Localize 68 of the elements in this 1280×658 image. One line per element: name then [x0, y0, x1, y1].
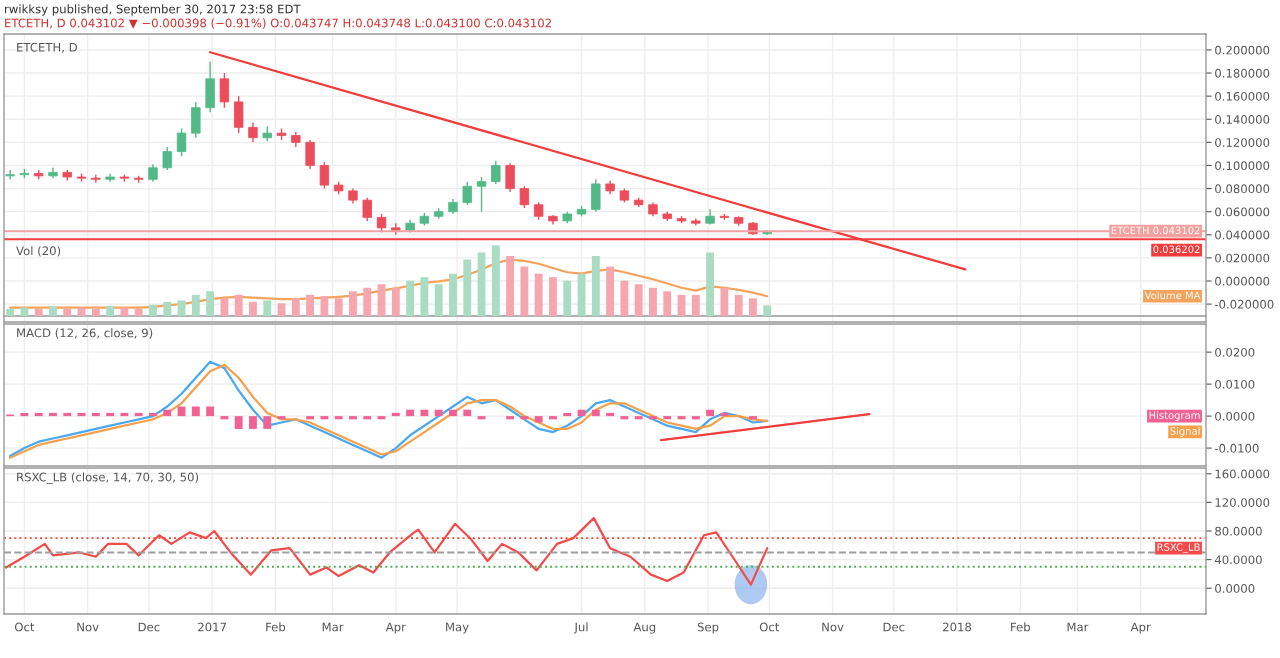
candlestick — [362, 197, 372, 222]
bar — [91, 308, 100, 316]
bar — [491, 245, 500, 316]
bar — [349, 291, 357, 316]
bar — [363, 287, 372, 316]
candlestick — [219, 72, 230, 109]
bar — [406, 280, 415, 316]
candlestick — [319, 161, 330, 190]
candlestick — [519, 185, 530, 209]
bar — [706, 252, 715, 316]
bar — [277, 303, 286, 316]
bar — [420, 277, 429, 316]
bar — [520, 266, 529, 316]
bar — [249, 301, 257, 316]
bar — [306, 294, 315, 316]
bar — [134, 308, 143, 316]
candlestick — [233, 95, 244, 134]
bar — [434, 284, 443, 316]
bar — [620, 280, 629, 316]
candlestick — [548, 214, 558, 226]
bar — [763, 305, 772, 316]
bar — [506, 256, 515, 316]
bar — [634, 284, 643, 316]
bar — [534, 273, 543, 316]
bar — [606, 266, 615, 316]
bar — [463, 259, 472, 316]
bar — [34, 308, 43, 316]
bar — [120, 307, 129, 316]
bar — [291, 298, 300, 316]
bar — [177, 300, 186, 316]
bar — [320, 296, 329, 316]
bar — [6, 308, 15, 316]
bar — [63, 308, 72, 316]
candlestick — [476, 176, 487, 213]
bar — [391, 287, 400, 316]
candlestick — [462, 180, 472, 206]
bar — [563, 280, 572, 316]
bar — [720, 287, 729, 316]
bar — [220, 298, 229, 316]
bar — [663, 291, 672, 316]
bar — [691, 294, 700, 316]
bar — [377, 284, 386, 316]
candlestick — [348, 187, 358, 205]
bar — [449, 273, 457, 316]
bar — [334, 298, 343, 316]
bar — [749, 298, 757, 316]
bar — [234, 294, 243, 316]
bar — [149, 304, 157, 316]
candlestick — [691, 217, 701, 227]
bar — [649, 287, 657, 316]
candlestick — [162, 146, 172, 171]
candlestick — [105, 172, 115, 183]
bar — [191, 294, 200, 316]
bar — [206, 291, 215, 316]
candlestick — [605, 179, 615, 196]
candlestick — [648, 201, 658, 217]
bar — [477, 252, 486, 316]
bar — [263, 300, 272, 316]
candlestick — [5, 169, 15, 181]
bar — [106, 306, 115, 316]
bar — [734, 294, 743, 316]
bar — [549, 277, 557, 316]
candlestick — [148, 163, 158, 183]
bar — [591, 256, 600, 316]
bar — [49, 306, 57, 316]
bar — [163, 301, 172, 316]
candlestick — [48, 167, 58, 179]
bar — [20, 307, 29, 316]
